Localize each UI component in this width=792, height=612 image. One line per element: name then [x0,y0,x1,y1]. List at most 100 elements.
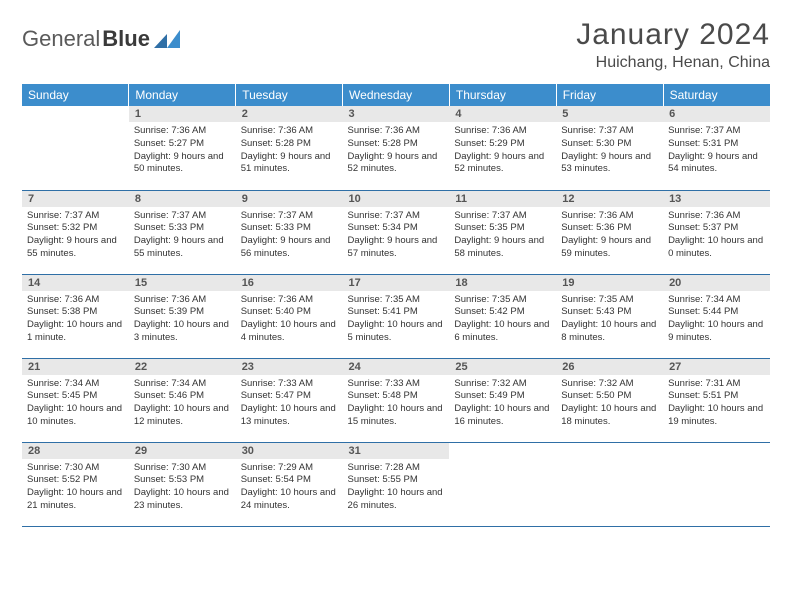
day-details: Sunrise: 7:36 AMSunset: 5:28 PMDaylight:… [236,122,343,180]
day-details: Sunrise: 7:35 AMSunset: 5:41 PMDaylight:… [343,291,450,349]
weekday-header: Tuesday [236,84,343,106]
weekday-header: Friday [556,84,663,106]
weekday-header: Saturday [663,84,770,106]
calendar-cell: 4Sunrise: 7:36 AMSunset: 5:29 PMDaylight… [449,106,556,190]
calendar-cell [556,442,663,526]
day-number: 26 [556,359,663,375]
day-number: 3 [343,106,450,122]
day-number: 20 [663,275,770,291]
day-details: Sunrise: 7:36 AMSunset: 5:39 PMDaylight:… [129,291,236,349]
day-number: 25 [449,359,556,375]
day-number: 17 [343,275,450,291]
calendar-cell: 16Sunrise: 7:36 AMSunset: 5:40 PMDayligh… [236,274,343,358]
day-number: 5 [556,106,663,122]
header: GeneralBlue January 2024 Huichang, Henan… [22,18,770,72]
calendar-cell: 20Sunrise: 7:34 AMSunset: 5:44 PMDayligh… [663,274,770,358]
calendar-cell: 18Sunrise: 7:35 AMSunset: 5:42 PMDayligh… [449,274,556,358]
calendar-cell: 2Sunrise: 7:36 AMSunset: 5:28 PMDaylight… [236,106,343,190]
day-number: 8 [129,191,236,207]
day-details: Sunrise: 7:37 AMSunset: 5:31 PMDaylight:… [663,122,770,180]
calendar-row: 28Sunrise: 7:30 AMSunset: 5:52 PMDayligh… [22,442,770,526]
day-number: 28 [22,443,129,459]
calendar-row: 14Sunrise: 7:36 AMSunset: 5:38 PMDayligh… [22,274,770,358]
day-number: 24 [343,359,450,375]
day-details: Sunrise: 7:35 AMSunset: 5:42 PMDaylight:… [449,291,556,349]
calendar-cell: 13Sunrise: 7:36 AMSunset: 5:37 PMDayligh… [663,190,770,274]
calendar-cell: 8Sunrise: 7:37 AMSunset: 5:33 PMDaylight… [129,190,236,274]
calendar-cell [663,442,770,526]
logo-text-2: Blue [102,26,150,52]
calendar-cell: 22Sunrise: 7:34 AMSunset: 5:46 PMDayligh… [129,358,236,442]
day-details: Sunrise: 7:33 AMSunset: 5:47 PMDaylight:… [236,375,343,433]
day-details: Sunrise: 7:36 AMSunset: 5:28 PMDaylight:… [343,122,450,180]
calendar-cell: 11Sunrise: 7:37 AMSunset: 5:35 PMDayligh… [449,190,556,274]
calendar-cell: 17Sunrise: 7:35 AMSunset: 5:41 PMDayligh… [343,274,450,358]
day-number: 29 [129,443,236,459]
day-number: 22 [129,359,236,375]
day-details: Sunrise: 7:30 AMSunset: 5:53 PMDaylight:… [129,459,236,517]
calendar-cell: 12Sunrise: 7:36 AMSunset: 5:36 PMDayligh… [556,190,663,274]
calendar-cell [449,442,556,526]
calendar-cell: 28Sunrise: 7:30 AMSunset: 5:52 PMDayligh… [22,442,129,526]
day-number: 19 [556,275,663,291]
calendar-row: 1Sunrise: 7:36 AMSunset: 5:27 PMDaylight… [22,106,770,190]
calendar-cell: 5Sunrise: 7:37 AMSunset: 5:30 PMDaylight… [556,106,663,190]
calendar-cell: 25Sunrise: 7:32 AMSunset: 5:49 PMDayligh… [449,358,556,442]
day-number: 11 [449,191,556,207]
day-details: Sunrise: 7:37 AMSunset: 5:33 PMDaylight:… [236,207,343,265]
day-details: Sunrise: 7:36 AMSunset: 5:37 PMDaylight:… [663,207,770,265]
day-details: Sunrise: 7:34 AMSunset: 5:46 PMDaylight:… [129,375,236,433]
calendar-cell: 24Sunrise: 7:33 AMSunset: 5:48 PMDayligh… [343,358,450,442]
logo-icon [154,30,180,48]
day-number: 21 [22,359,129,375]
day-number: 30 [236,443,343,459]
day-number: 14 [22,275,129,291]
calendar-cell: 27Sunrise: 7:31 AMSunset: 5:51 PMDayligh… [663,358,770,442]
day-number: 2 [236,106,343,122]
day-details: Sunrise: 7:36 AMSunset: 5:38 PMDaylight:… [22,291,129,349]
day-details: Sunrise: 7:32 AMSunset: 5:50 PMDaylight:… [556,375,663,433]
day-details: Sunrise: 7:34 AMSunset: 5:45 PMDaylight:… [22,375,129,433]
day-number: 16 [236,275,343,291]
location: Huichang, Henan, China [576,54,770,72]
day-details: Sunrise: 7:33 AMSunset: 5:48 PMDaylight:… [343,375,450,433]
calendar-cell: 9Sunrise: 7:37 AMSunset: 5:33 PMDaylight… [236,190,343,274]
calendar-cell: 19Sunrise: 7:35 AMSunset: 5:43 PMDayligh… [556,274,663,358]
calendar-cell: 29Sunrise: 7:30 AMSunset: 5:53 PMDayligh… [129,442,236,526]
day-details: Sunrise: 7:37 AMSunset: 5:32 PMDaylight:… [22,207,129,265]
day-number: 15 [129,275,236,291]
logo-text-1: General [22,26,100,52]
weekday-header: Thursday [449,84,556,106]
day-number: 4 [449,106,556,122]
calendar-cell: 26Sunrise: 7:32 AMSunset: 5:50 PMDayligh… [556,358,663,442]
day-details: Sunrise: 7:36 AMSunset: 5:36 PMDaylight:… [556,207,663,265]
weekday-header: Wednesday [343,84,450,106]
day-number: 6 [663,106,770,122]
calendar-cell: 31Sunrise: 7:28 AMSunset: 5:55 PMDayligh… [343,442,450,526]
month-title: January 2024 [576,18,770,52]
day-number: 9 [236,191,343,207]
day-number: 23 [236,359,343,375]
calendar-cell: 14Sunrise: 7:36 AMSunset: 5:38 PMDayligh… [22,274,129,358]
calendar-cell: 23Sunrise: 7:33 AMSunset: 5:47 PMDayligh… [236,358,343,442]
weekday-header: Sunday [22,84,129,106]
calendar-body: 1Sunrise: 7:36 AMSunset: 5:27 PMDaylight… [22,106,770,526]
day-number: 10 [343,191,450,207]
day-details: Sunrise: 7:37 AMSunset: 5:35 PMDaylight:… [449,207,556,265]
day-details: Sunrise: 7:30 AMSunset: 5:52 PMDaylight:… [22,459,129,517]
day-number: 27 [663,359,770,375]
day-details: Sunrise: 7:37 AMSunset: 5:33 PMDaylight:… [129,207,236,265]
day-details: Sunrise: 7:32 AMSunset: 5:49 PMDaylight:… [449,375,556,433]
calendar-cell [22,106,129,190]
day-details: Sunrise: 7:29 AMSunset: 5:54 PMDaylight:… [236,459,343,517]
day-details: Sunrise: 7:34 AMSunset: 5:44 PMDaylight:… [663,291,770,349]
day-details: Sunrise: 7:36 AMSunset: 5:27 PMDaylight:… [129,122,236,180]
day-details: Sunrise: 7:36 AMSunset: 5:29 PMDaylight:… [449,122,556,180]
calendar-cell: 15Sunrise: 7:36 AMSunset: 5:39 PMDayligh… [129,274,236,358]
day-number: 1 [129,106,236,122]
day-number: 12 [556,191,663,207]
calendar-cell: 10Sunrise: 7:37 AMSunset: 5:34 PMDayligh… [343,190,450,274]
day-number: 18 [449,275,556,291]
calendar-cell: 30Sunrise: 7:29 AMSunset: 5:54 PMDayligh… [236,442,343,526]
day-details: Sunrise: 7:28 AMSunset: 5:55 PMDaylight:… [343,459,450,517]
